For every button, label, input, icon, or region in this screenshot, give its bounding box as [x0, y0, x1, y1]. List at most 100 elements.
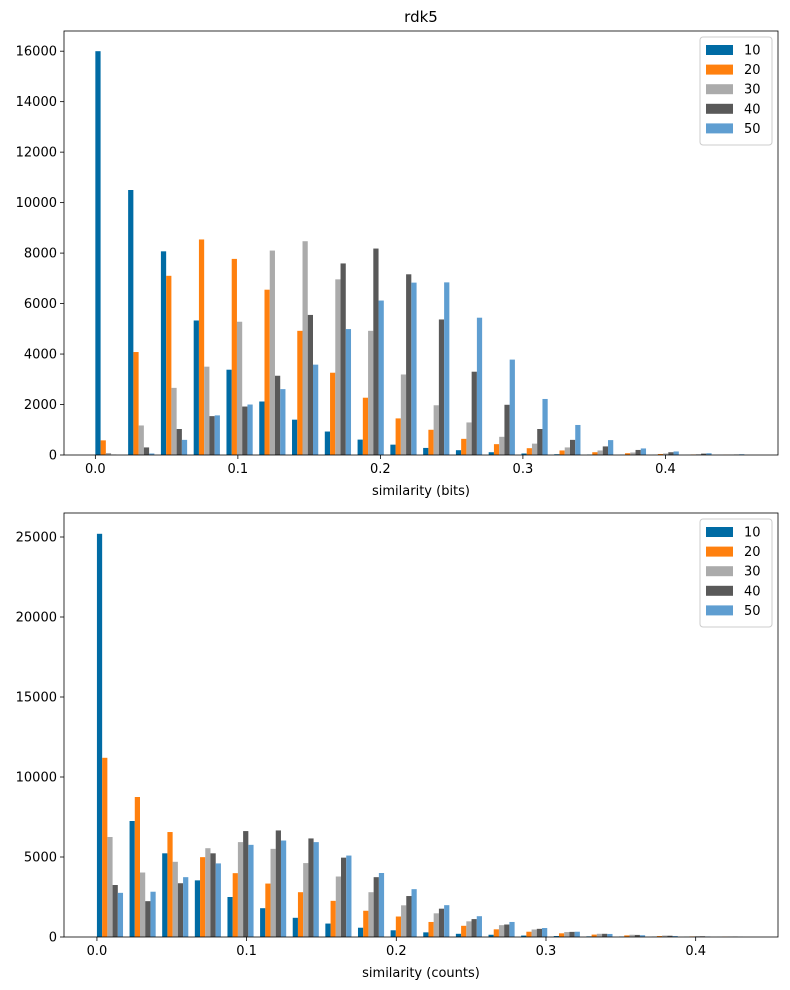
bar-series-40-bin-6	[308, 838, 314, 937]
bar-series-10-bin-3	[193, 320, 199, 455]
bar-series-50-bin-3	[214, 415, 220, 455]
bar-series-20-bin-13	[526, 931, 532, 937]
bar-series-30-bin-8	[368, 330, 374, 455]
bar-series-50-bin-13	[542, 928, 548, 937]
bar-series-30-bin-0	[105, 452, 112, 455]
bar-series-30-bin-13	[531, 929, 537, 937]
bar-series-10-bin-10	[423, 447, 429, 455]
bar-series-40-bin-16	[635, 449, 641, 455]
bar-series-50-bin-16	[640, 448, 647, 455]
bar-series-20-bin-0	[102, 757, 108, 937]
bar-series-30-bin-2	[171, 387, 177, 455]
bar-series-50-bin-13	[542, 398, 548, 455]
axes-frame	[63, 30, 779, 456]
bar-series-20-bin-11	[461, 925, 467, 937]
legend-swatch-50	[706, 605, 733, 616]
bar-series-20-bin-14	[558, 933, 565, 937]
bar-series-30-bin-14	[564, 447, 570, 455]
bar-series-50-bin-1	[149, 453, 155, 455]
bar-series-50-bin-15	[608, 440, 614, 455]
bar-series-40-bin-12	[504, 404, 510, 455]
bar-series-40-bin-7	[341, 857, 347, 937]
x-tick-label: 0.3	[513, 462, 534, 477]
legend-swatch-10	[706, 45, 733, 55]
bar-series-30-bin-6	[302, 241, 308, 455]
bar-series-40-bin-1	[143, 447, 150, 455]
bar-series-20-bin-6	[297, 892, 304, 937]
legend-swatch-40	[706, 103, 733, 114]
bar-series-50-bin-7	[345, 329, 352, 455]
legend-swatch-20	[706, 64, 733, 75]
bar-series-50-bin-8	[378, 873, 385, 937]
bar-series-20-bin-9	[395, 418, 401, 455]
bar-series-20-bin-13	[526, 448, 532, 455]
bar-series-50-bin-12	[509, 359, 515, 455]
bar-series-40-bin-0	[112, 885, 118, 937]
bar-series-40-bin-3	[209, 416, 215, 455]
bar-series-20-bin-8	[363, 910, 369, 937]
y-tick-label: 16000	[16, 45, 57, 60]
bar-series-10-bin-0	[95, 51, 101, 455]
y-tick-label: 4000	[24, 348, 57, 363]
bar-series-30-bin-16	[629, 934, 635, 937]
bar-series-40-bin-10	[438, 319, 445, 455]
bar-series-20-bin-9	[395, 916, 402, 937]
bar-series-50-bin-14	[574, 931, 580, 937]
bar-series-20-bin-10	[428, 921, 434, 937]
bar-series-30-bin-4	[237, 842, 244, 937]
y-tick-label: 0	[49, 931, 57, 946]
bar-series-10-bin-12	[488, 452, 494, 455]
bar-series-40-bin-17	[668, 452, 674, 455]
legend-swatch-40	[706, 585, 733, 596]
legend-label-20: 20	[744, 63, 761, 78]
bar-series-30-bin-12	[499, 436, 505, 455]
bar-series-50-bin-15	[607, 933, 613, 937]
bar-series-20-bin-2	[167, 832, 173, 937]
bar-series-30-bin-17	[662, 935, 668, 937]
bar-series-20-bin-12	[493, 929, 499, 937]
x-tick-label: 0.2	[370, 462, 391, 477]
x-tick-label: 0.1	[236, 944, 257, 959]
bar-series-40-bin-11	[471, 371, 477, 455]
bar-series-20-bin-5	[265, 883, 271, 937]
legend-label-10: 10	[744, 526, 761, 541]
bar-series-30-bin-1	[140, 872, 146, 937]
bar-series-30-bin-5	[269, 250, 275, 455]
legend-label-50: 50	[744, 604, 761, 619]
bar-series-50-bin-1	[150, 891, 156, 937]
axes-frame	[63, 512, 779, 938]
bar-series-20-bin-6	[297, 330, 303, 455]
chart-rdk5-counts: 0.0 0.1 0.2 0.3 0.4 0 5000 10000 15000 20000 25000…	[16, 512, 779, 981]
x-tick-label: 0.3	[536, 944, 557, 959]
bar-series-50-bin-2	[181, 439, 188, 455]
bar-series-20-bin-7	[330, 372, 336, 455]
legend-box	[699, 36, 773, 146]
bar-series-50-bin-12	[509, 921, 515, 937]
x-tick-label: 0.0	[87, 944, 108, 959]
bar-series-50-bin-2	[183, 877, 189, 937]
bar-series-20-bin-17	[657, 453, 664, 455]
legend-label-40: 40	[744, 584, 761, 599]
bar-series-30-bin-10	[433, 913, 439, 937]
y-tick-label: 25000	[16, 531, 57, 546]
bar-series-30-bin-13	[531, 443, 538, 455]
bar-series-20-bin-1	[133, 352, 139, 455]
bar-series-10-bin-6	[292, 917, 298, 937]
y-tick-label: 10000	[16, 771, 57, 786]
bar-series-40-bin-8	[373, 877, 379, 937]
bar-series-20-bin-5	[264, 289, 270, 455]
bar-series-30-bin-7	[335, 876, 342, 937]
bar-series-10-bin-13	[521, 935, 527, 937]
bar-series-20-bin-14	[559, 450, 565, 455]
bar-series-50-bin-6	[313, 364, 319, 455]
y-tick-label: 14000	[16, 95, 57, 110]
bar-series-50-bin-16	[639, 935, 646, 937]
bar-series-30-bin-14	[564, 932, 570, 937]
y-tick-label: 12000	[16, 146, 57, 161]
bar-series-50-bin-17	[673, 451, 679, 455]
bar-series-50-bin-17	[672, 936, 678, 937]
bar-series-20-bin-4	[231, 258, 237, 455]
chart-rdk5-bits: 0.0 0.1 0.2 0.3 0.4 0 2000 4000 6000 8000 10000 120…	[16, 8, 779, 499]
bar-series-50-bin-11	[476, 916, 482, 937]
bar-series-50-bin-3	[215, 863, 221, 937]
